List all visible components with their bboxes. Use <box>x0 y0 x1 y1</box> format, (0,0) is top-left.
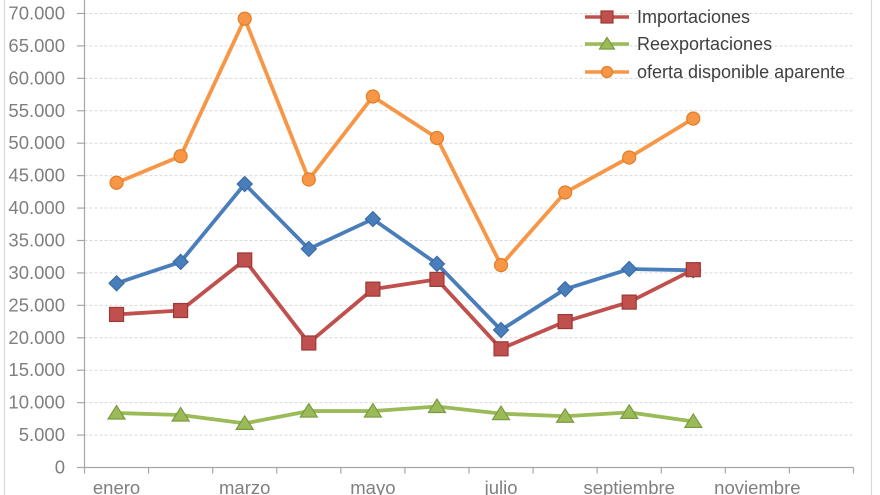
data-point-marker-triangle <box>619 403 639 419</box>
legend-item-reexportaciones: Reexportaciones <box>584 31 845 59</box>
y-tick-label: 15.000 <box>8 359 65 380</box>
data-point-marker-diamond <box>364 210 382 228</box>
data-point-marker-square <box>237 252 253 268</box>
legend-marker-square-icon <box>585 10 629 24</box>
data-point-marker-diamond <box>620 260 638 278</box>
legend-item-label: Reexportaciones <box>637 34 773 55</box>
series-oferta-disponible-aparente <box>109 11 701 273</box>
data-point-marker-triangle <box>555 407 575 423</box>
data-point-marker-square <box>600 10 614 24</box>
data-point-marker-square <box>621 294 637 310</box>
data-point-marker-triangle <box>598 36 616 50</box>
data-point-marker-square <box>301 335 317 351</box>
y-tick-label: 5.000 <box>19 424 65 445</box>
series-line <box>114 258 696 351</box>
legend-item-label: Importaciones <box>637 6 751 27</box>
data-point-marker-square <box>173 302 189 319</box>
data-point-marker-circle <box>493 258 509 273</box>
legend-item-importaciones: Importaciones <box>584 3 845 31</box>
data-point-marker-circle <box>686 111 701 126</box>
data-point-marker-triangle <box>299 402 319 418</box>
data-point-marker-diamond <box>236 175 254 193</box>
x-tick-label: mayo <box>350 477 395 495</box>
data-point-marker-circle <box>558 185 573 200</box>
x-tick-labels: enero marzo mayo julio septiembre noviembre <box>93 477 801 495</box>
data-point-marker-square <box>429 271 445 288</box>
y-tick-label: 55.000 <box>8 100 65 121</box>
y-tick-label: 65.000 <box>8 35 65 56</box>
data-point-marker-square <box>685 262 701 278</box>
series-importaciones <box>108 252 701 357</box>
series-line <box>114 404 696 426</box>
y-tick-label: 10.000 <box>8 392 65 413</box>
data-point-marker-triangle <box>106 404 127 420</box>
data-point-marker-circle <box>173 149 188 164</box>
x-ticks <box>83 467 855 474</box>
x-tick-label: enero <box>93 477 140 495</box>
data-point-marker-circle <box>237 11 252 26</box>
data-point-marker-diamond <box>492 321 510 339</box>
data-point-marker-square <box>108 306 125 323</box>
data-point-marker-circle <box>622 150 637 165</box>
data-point-marker-diamond <box>428 255 446 273</box>
y-tick-label: 25.000 <box>8 294 65 315</box>
y-tick-label: 45.000 <box>8 165 65 186</box>
data-point-marker-triangle <box>363 402 383 418</box>
y-ticks <box>77 12 85 469</box>
x-tick-label: marzo <box>219 477 270 495</box>
y-tick-labels: 0 5.000 10.000 15.000 20.000 25.000 30.000 35.0… <box>8 2 65 477</box>
data-point-marker-triangle <box>235 414 255 430</box>
series-line <box>114 16 696 268</box>
legend-marker-triangle-icon <box>585 36 629 50</box>
data-point-marker-triangle <box>171 406 191 422</box>
legend: Importaciones Reexportaciones oferta dispo… <box>584 3 845 86</box>
data-point-marker-diamond <box>556 280 574 298</box>
legend-marker-circle-icon <box>585 65 629 78</box>
y-tick-label: 40.000 <box>8 197 65 218</box>
data-point-marker-diamond <box>108 274 125 292</box>
data-point-marker-square <box>493 341 509 357</box>
data-point-marker-triangle <box>427 397 447 414</box>
y-gridlines <box>84 12 854 436</box>
data-point-marker-square <box>365 281 381 297</box>
x-tick-label: noviembre <box>714 477 800 495</box>
data-point-marker-diamond <box>300 240 318 258</box>
data-point-marker-circle <box>600 65 614 78</box>
y-tick-label: 0 <box>55 457 65 478</box>
x-tick-label: septiembre <box>583 477 675 495</box>
legend-item-label: oferta disponible aparente <box>637 61 846 82</box>
data-point-marker-triangle <box>683 412 703 429</box>
legend-item-oferta-disponible-aparente: oferta disponible aparente <box>584 58 845 86</box>
data-point-marker-circle <box>109 175 124 190</box>
series-reexportaciones <box>106 397 703 430</box>
y-tick-label: 30.000 <box>8 262 65 283</box>
data-point-marker-circle <box>301 172 316 187</box>
data-point-marker-diamond <box>172 253 189 271</box>
series-line <box>114 182 696 332</box>
y-tick-label: 70.000 <box>8 2 65 23</box>
y-tick-label: 20.000 <box>8 327 65 348</box>
y-tick-label: 35.000 <box>8 229 65 250</box>
data-point-marker-circle <box>429 130 445 146</box>
data-point-marker-square <box>557 313 573 330</box>
x-tick-label: julio <box>484 477 518 495</box>
data-point-marker-circle <box>365 89 380 104</box>
data-point-marker-triangle <box>491 405 511 421</box>
y-tick-label: 50.000 <box>8 132 65 153</box>
y-tick-label: 60.000 <box>8 67 65 88</box>
